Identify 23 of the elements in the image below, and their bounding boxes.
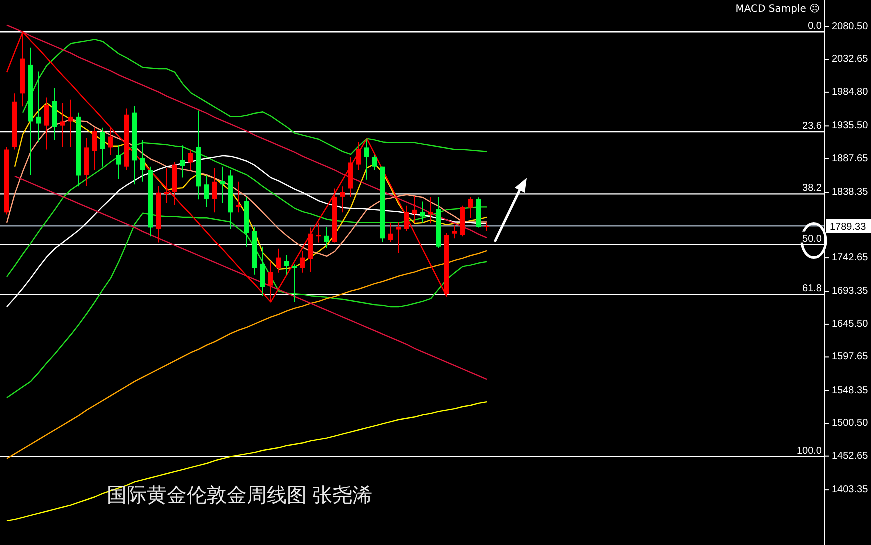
annotation: 50.0 <box>802 234 822 245</box>
y-tick-label: 1645.50 <box>832 318 869 330</box>
y-tick-label: 1935.50 <box>832 120 869 132</box>
annotation: 38.2 <box>802 183 822 194</box>
y-tick-label: 2080.50 <box>832 22 869 33</box>
y-tick-label: 1984.80 <box>832 86 869 98</box>
y-tick-label: 1597.65 <box>832 352 869 363</box>
ref-line-label: 1789.33 <box>830 222 867 234</box>
text: MACD Sample ☹ <box>736 3 820 15</box>
annotation: 61.8 <box>802 284 822 295</box>
y-tick-label: 1693.35 <box>832 286 869 298</box>
annotation: 23.6 <box>802 120 822 132</box>
annotation: 0.0 <box>808 21 822 32</box>
y-tick-label: 1742.65 <box>832 252 869 264</box>
y-tick-label: 1887.65 <box>832 153 869 164</box>
text: 国际黄金伦敦金周线图 张尧浠 <box>107 485 373 507</box>
y-tick-label: 1500.50 <box>832 418 869 430</box>
y-tick-label: 1452.65 <box>832 450 869 462</box>
y-tick-label: 1548.35 <box>832 385 869 396</box>
y-tick-label: 1403.35 <box>832 484 869 496</box>
y-tick-label: 2032.65 <box>832 54 869 66</box>
annotation: 100.0 <box>796 446 822 457</box>
y-tick-label: 1838.35 <box>832 187 869 198</box>
